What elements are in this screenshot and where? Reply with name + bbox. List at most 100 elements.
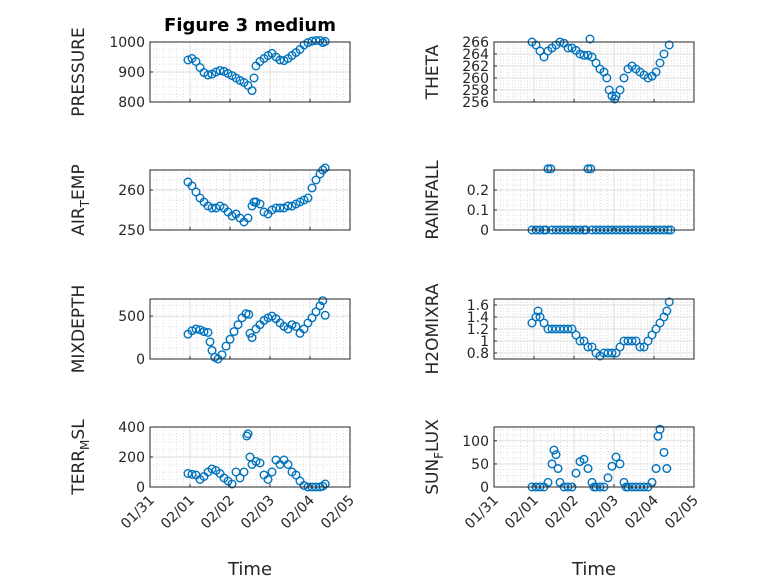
theta-data-point [651, 67, 661, 77]
rainfall-y-axis-label: RAINFALL [423, 160, 443, 240]
sun-flux-data-point [655, 424, 665, 434]
rainfall-data-point [586, 164, 596, 174]
theta-y-tick-label: 258 [462, 83, 489, 99]
theta-data-point [539, 52, 549, 62]
mixdepth-data-point [195, 325, 205, 335]
subplot-air-temp: 250 260 AIRTEMP [69, 163, 351, 239]
theta-y-tick-label: 256 [462, 95, 489, 111]
theta-y-tick-label: 264 [462, 47, 489, 63]
terr-msl-data-point [243, 429, 253, 439]
terr-msl-y-tick-label: 400 [118, 420, 145, 436]
mixdepth-data-point [299, 324, 309, 334]
x-axis-label-right: Time [571, 559, 616, 580]
theta-data-point [563, 43, 573, 53]
pressure-data-point [215, 65, 225, 75]
theta-data-point [615, 85, 625, 95]
sun-flux-data-point [547, 459, 557, 469]
air-temp-data-point [320, 163, 330, 173]
sun-flux-y-tick-label: 50 [471, 457, 489, 473]
air-temp-y-axis-label: AIRTEMP [69, 164, 92, 235]
theta-data-point [607, 91, 617, 101]
sun-flux-x-tick-label: 01/31 [462, 493, 502, 533]
terr-msl-data-point [263, 475, 273, 485]
theta-data-point [611, 91, 621, 101]
h2omixra-data-point [631, 336, 641, 346]
h2omixra-data-point [527, 318, 537, 328]
h2omixra-data-point [539, 318, 549, 328]
mixdepth-data-point [287, 320, 297, 330]
subplot-rainfall: 0 0.1 0.2 RAINFALL [423, 160, 695, 240]
terr-msl-data-point [251, 457, 261, 467]
h2omixra-data-point [579, 336, 589, 346]
h2omixra-y-tick-label: 1.4 [467, 310, 489, 326]
sun-flux-data-point [615, 459, 625, 469]
sun-flux-x-tick-label: 02/03 [582, 493, 622, 533]
h2omixra-y-tick-label: 1.2 [467, 322, 489, 338]
terr-msl-data-point [207, 464, 217, 474]
h2omixra-data-point [664, 297, 674, 307]
theta-data-point [659, 49, 669, 59]
pressure-y-tick-label: 900 [118, 65, 145, 81]
theta-data-point [655, 58, 665, 68]
air-temp-y-tick-label: 260 [118, 183, 145, 199]
sun-flux-data-point [571, 468, 581, 478]
air-temp-data-point [187, 181, 197, 191]
mixdepth-data-point [318, 296, 328, 306]
h2omixra-data-point [563, 324, 573, 334]
terr-msl-x-tick-label: 02/02 [198, 493, 238, 533]
rainfall-y-tick-label: 0 [480, 223, 489, 239]
theta-data-point [531, 40, 541, 50]
mixdepth-data-point [245, 328, 255, 338]
theta-data-point [591, 58, 601, 68]
sun-flux-x-tick-label: 02/05 [662, 493, 702, 533]
pressure-y-tick-label: 800 [118, 95, 145, 111]
sun-flux-axes-box [493, 426, 695, 488]
h2omixra-data-point [607, 348, 617, 358]
h2omixra-data-point [651, 324, 661, 334]
rainfall-y-tick-label: 0.1 [467, 203, 489, 219]
pressure-y-tick-label: 1000 [109, 35, 145, 51]
terr-msl-y-tick-label: 0 [136, 480, 145, 496]
theta-data-point [585, 34, 595, 44]
h2omixra-y-axis-label: H2OMIXRA [423, 283, 443, 374]
mixdepth-data-point [205, 337, 215, 347]
terr-msl-data-point [187, 469, 197, 479]
mixdepth-data-point [233, 320, 243, 330]
mixdepth-data-point [315, 301, 325, 311]
terr-msl-data-point [227, 479, 237, 489]
air-temp-data-point [311, 175, 321, 185]
h2omixra-data-point [639, 342, 649, 352]
h2omixra-data-point [583, 342, 593, 352]
theta-axes-box [493, 41, 695, 103]
sun-flux-data-point [647, 477, 657, 487]
subplot-pressure: 800 900 1000 PRESSURE [69, 27, 351, 117]
terr-msl-data-point [235, 473, 245, 483]
subplot-terr-msl: 01/31 02/01 02/02 02/03 02/04 02/05 0 200 400 TER… [69, 419, 358, 533]
sun-flux-y-tick-label: 100 [462, 434, 489, 450]
mixdepth-y-tick-label: 0 [136, 352, 145, 368]
air-temp-data-point [255, 199, 265, 209]
h2omixra-data-point [662, 306, 672, 316]
h2omixra-y-tick-label: 1 [480, 334, 489, 350]
subplot-sun-flux: 01/31 02/01 02/02 02/03 02/04 02/05 0 50 100 SUNF… [423, 419, 702, 533]
h2omixra-y-tick-label: 1.6 [467, 298, 489, 314]
terr-msl-data-point [267, 467, 277, 477]
h2omixra-data-point [575, 336, 585, 346]
pressure-data-point [303, 38, 313, 48]
h2omixra-data-point [635, 342, 645, 352]
mixdepth-data-point [191, 324, 201, 334]
h2omixra-data-point [655, 318, 665, 328]
sun-flux-x-tick-label: 02/01 [502, 493, 542, 533]
air-temp-axes-box [149, 169, 351, 231]
mixdepth-data-point [244, 309, 254, 319]
subplot-h2omixra: 0.811.21.41.6 H2OMIXRA [423, 283, 695, 375]
terr-msl-y-tick-label: 200 [118, 450, 145, 466]
pressure-data-point [247, 86, 257, 96]
mixdepth-y-tick-label: 500 [118, 309, 145, 325]
h2omixra-data-point [615, 342, 625, 352]
air-temp-data-point [191, 187, 201, 197]
terr-msl-data-point [291, 470, 301, 480]
sun-flux-data-point [543, 477, 553, 487]
air-temp-data-point [207, 203, 217, 213]
